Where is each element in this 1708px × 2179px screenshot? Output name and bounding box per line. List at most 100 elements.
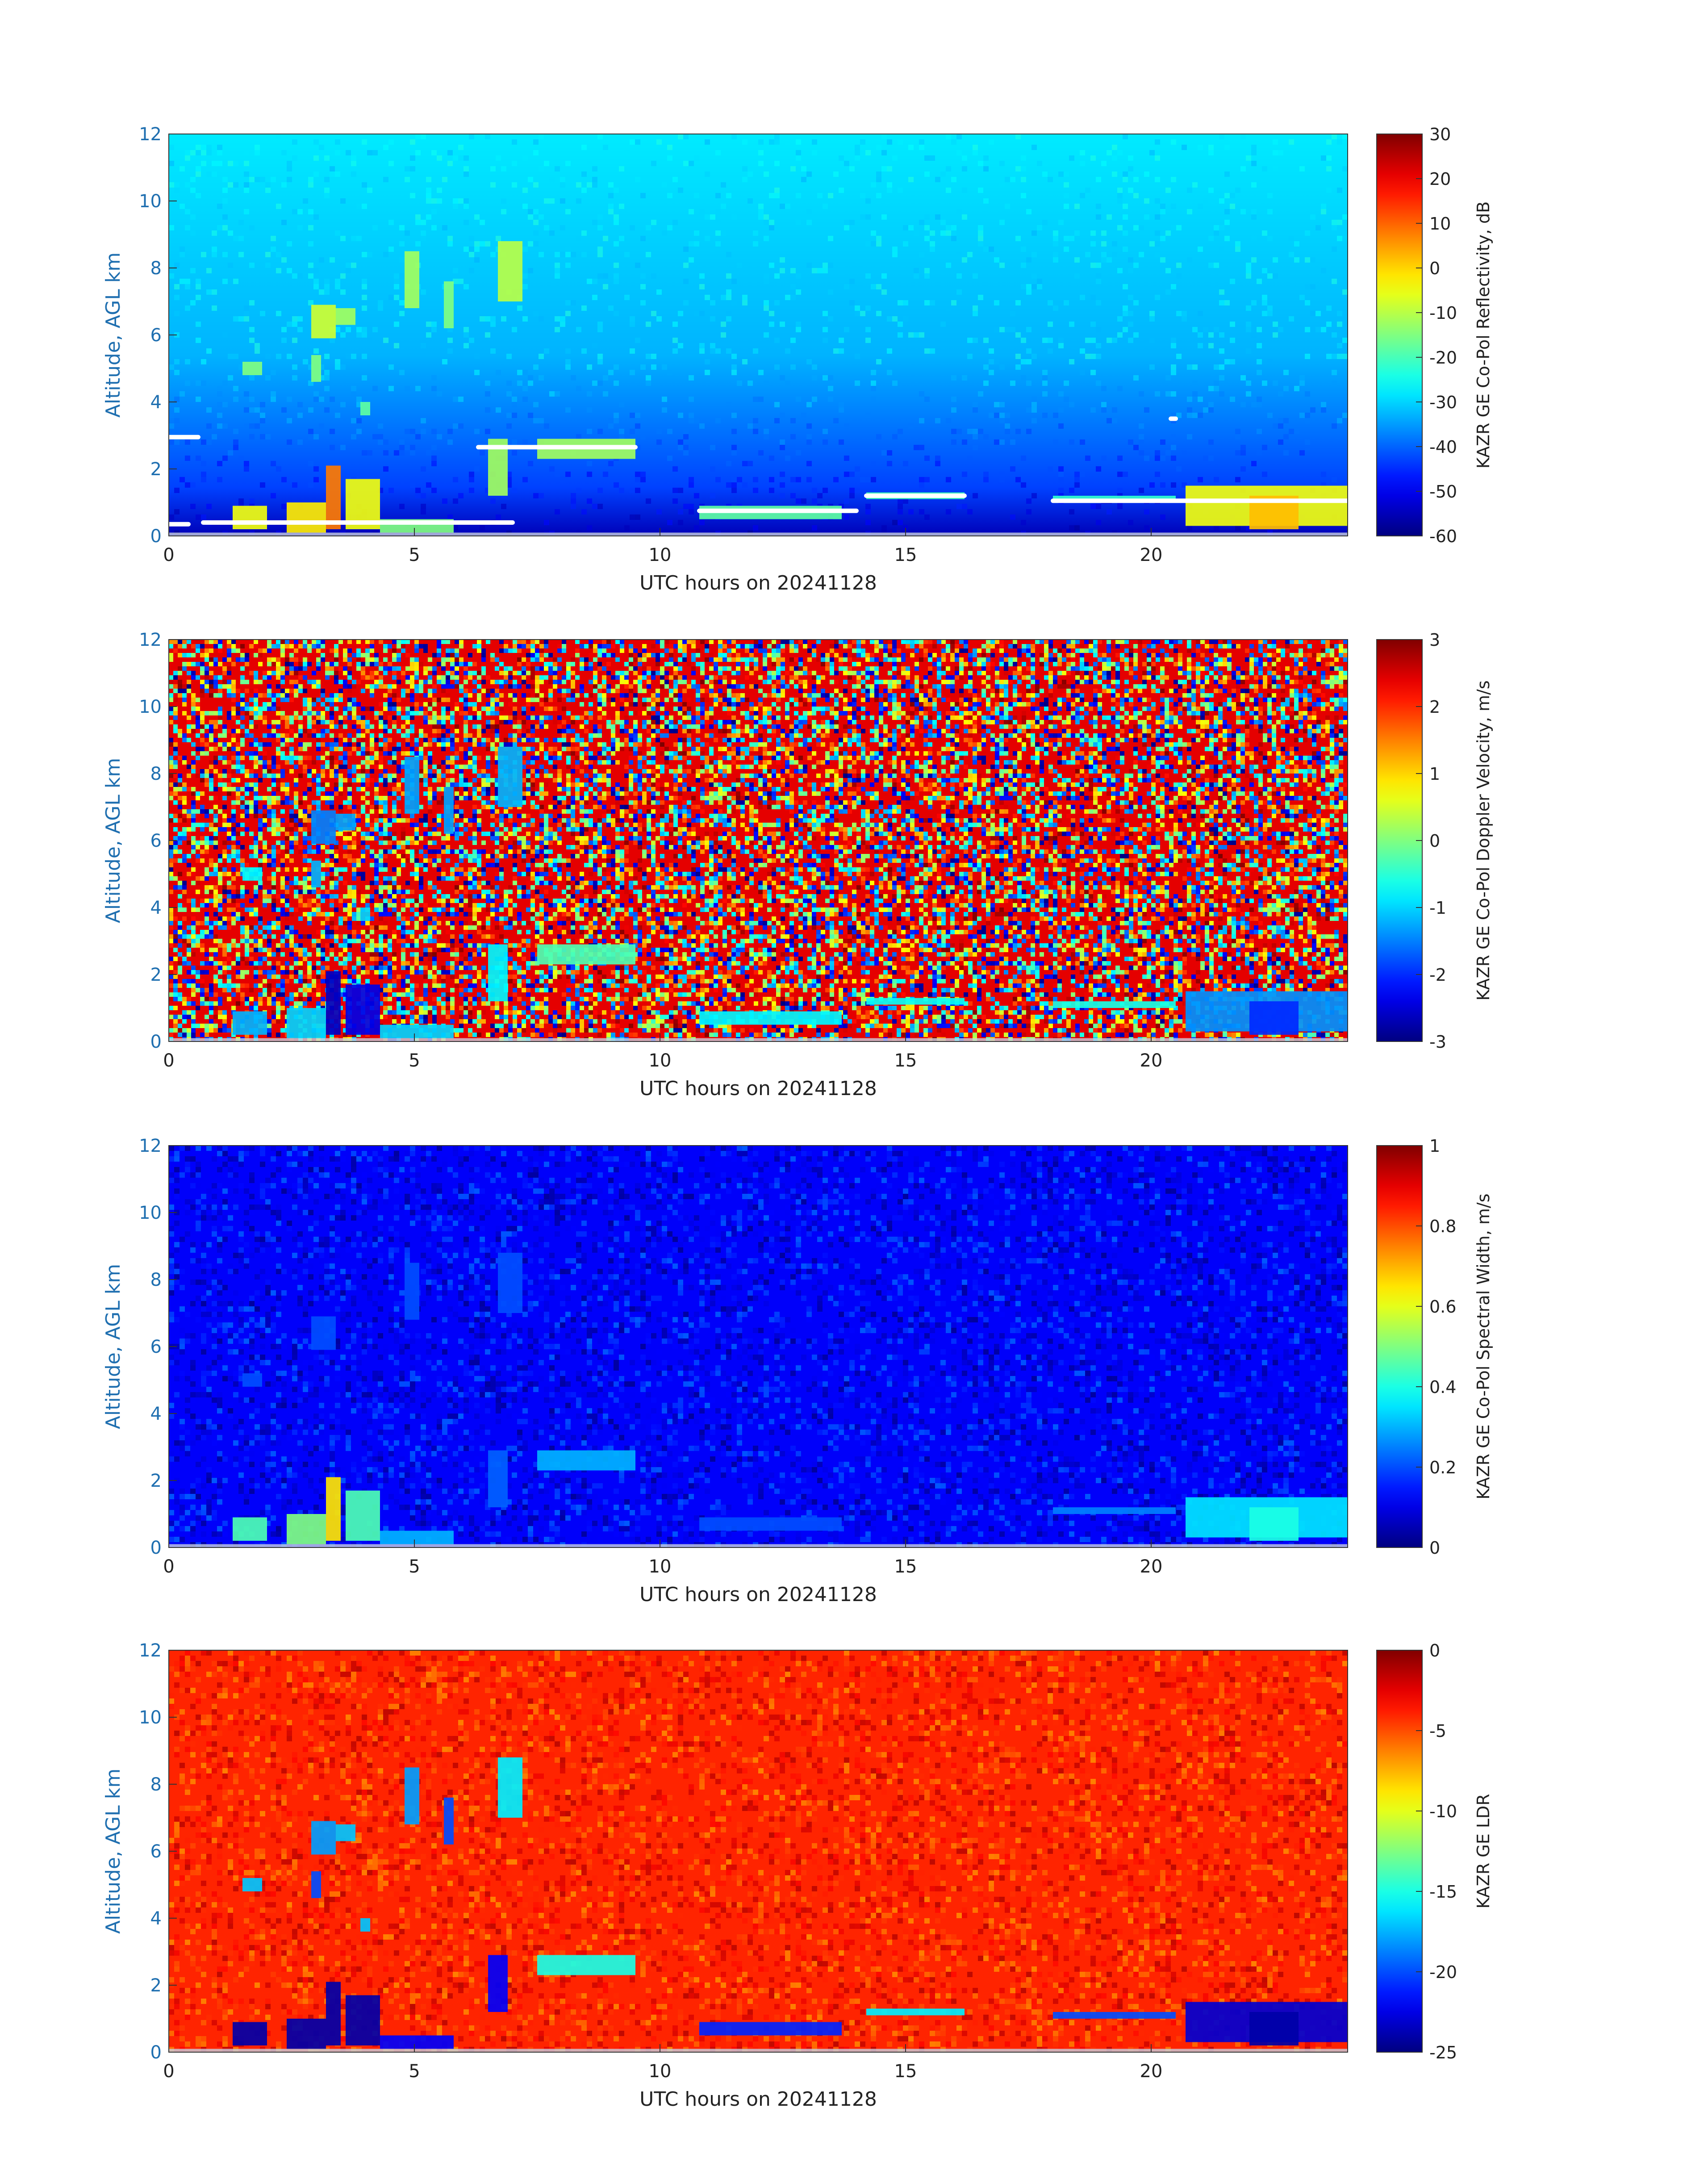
x-tick-label: 20 <box>1140 2061 1163 2082</box>
x-axis-label: UTC hours on 20241128 <box>639 1583 877 1606</box>
echo-feature <box>537 1451 635 1471</box>
echo-feature <box>233 1518 267 1541</box>
surface-line <box>169 2049 1348 2053</box>
colorbar-tick-label: -50 <box>1429 482 1457 502</box>
echo-feature <box>444 281 454 328</box>
x-tick-label: 20 <box>1140 1556 1163 1577</box>
echo-feature <box>326 1982 341 2046</box>
echo-feature <box>444 787 454 834</box>
echo-feature <box>311 1871 321 1898</box>
echo-feature <box>233 1012 267 1035</box>
colorbar-label: KAZR GE Co-Pol Spectral Width, m/s <box>1474 1193 1493 1499</box>
colorbar-gradient <box>1377 640 1422 1041</box>
echo-feature <box>498 747 522 807</box>
colorbar-tick-label: 10 <box>1429 214 1451 234</box>
echo-feature <box>866 998 965 1005</box>
x-tick-label: 5 <box>409 545 420 565</box>
x-tick-label: 20 <box>1140 545 1163 565</box>
colorbar-label: KAZR GE LDR <box>1474 1794 1493 1908</box>
echo-feature <box>287 2019 326 2049</box>
colorbar-tick-label: 0 <box>1429 1641 1440 1660</box>
echo-feature <box>699 1012 842 1025</box>
y-tick-label: 8 <box>150 764 162 784</box>
echo-feature <box>311 811 336 844</box>
echo-feature <box>242 362 262 375</box>
echo-feature <box>336 308 355 325</box>
echo-feature <box>1053 1507 1176 1514</box>
y-tick-label: 0 <box>150 1538 162 1558</box>
x-tick-label: 10 <box>649 545 672 565</box>
y-axis-label: Altitude, AGL km <box>102 1769 125 1934</box>
echo-feature <box>1249 1001 1299 1035</box>
y-tick-label: 12 <box>139 1136 162 1156</box>
colorbar-tick-label: 2 <box>1429 697 1440 717</box>
heatmap-area <box>169 1146 1348 1547</box>
y-tick-label: 2 <box>150 1471 162 1491</box>
surface-line <box>169 1038 1348 1042</box>
colorbar-tick-label: 0 <box>1429 1538 1440 1558</box>
y-tick-label: 10 <box>139 191 162 212</box>
surface-line <box>169 1544 1348 1548</box>
echo-feature <box>488 945 508 1002</box>
y-tick-label: 6 <box>150 325 162 346</box>
y-tick-label: 10 <box>139 1707 162 1728</box>
echo-feature <box>380 1531 454 1544</box>
y-tick-label: 6 <box>150 1337 162 1357</box>
colorbar-gradient <box>1377 1146 1422 1547</box>
y-tick-label: 4 <box>150 898 162 918</box>
echo-feature <box>311 355 321 382</box>
echo-feature <box>346 1995 380 2046</box>
echo-feature <box>405 1263 419 1320</box>
echo-feature <box>444 1798 454 1844</box>
x-tick-label: 5 <box>409 2061 420 2082</box>
y-tick-label: 4 <box>150 1908 162 1929</box>
echo-feature <box>311 1821 336 1855</box>
colorbar-tick-label: 0.2 <box>1429 1458 1456 1477</box>
colorbar-tick-label: -20 <box>1429 348 1457 368</box>
y-tick-label: 2 <box>150 965 162 985</box>
y-tick-label: 8 <box>150 1270 162 1290</box>
colorbar-tick-label: 1 <box>1429 1136 1440 1156</box>
colorbar-tick-label: -3 <box>1429 1032 1446 1052</box>
y-tick-label: 12 <box>139 630 162 650</box>
echo-feature <box>287 1514 326 1544</box>
y-tick-label: 8 <box>150 1774 162 1795</box>
echo-feature <box>1053 2012 1176 2019</box>
colorbar-tick-label: -2 <box>1429 965 1446 985</box>
echo-feature <box>233 506 267 530</box>
echo-feature <box>336 814 355 831</box>
surface-line <box>169 533 1348 536</box>
echo-feature <box>346 985 380 1035</box>
echo-feature <box>498 1253 522 1313</box>
colorbar-gradient <box>1377 1650 1422 2052</box>
y-tick-label: 12 <box>139 124 162 145</box>
colorbar-tick-label: 0 <box>1429 831 1440 851</box>
colorbar-tick-label: -5 <box>1429 1721 1446 1741</box>
echo-feature <box>380 2036 454 2049</box>
y-axis-label: Altitude, AGL km <box>102 252 125 418</box>
echo-feature <box>336 1824 355 1841</box>
echo-feature <box>346 1491 380 1541</box>
x-tick-label: 10 <box>649 1556 672 1577</box>
echo-feature <box>380 1025 454 1038</box>
y-tick-label: 0 <box>150 2042 162 2063</box>
echo-feature <box>488 1451 508 1508</box>
y-tick-label: 4 <box>150 1404 162 1424</box>
echo-feature <box>537 945 635 965</box>
y-tick-label: 10 <box>139 697 162 717</box>
echo-feature <box>287 502 326 533</box>
y-tick-label: 6 <box>150 831 162 851</box>
y-tick-label: 2 <box>150 1975 162 1996</box>
x-tick-label: 0 <box>163 2061 174 2082</box>
y-tick-label: 12 <box>139 1640 162 1661</box>
x-axis-label: UTC hours on 20241128 <box>639 2088 877 2111</box>
echo-feature <box>405 251 419 309</box>
echo-feature <box>1249 2012 1299 2045</box>
colorbar-label: KAZR GE Co-Pol Reflectivity, dB <box>1474 201 1493 468</box>
echo-feature <box>242 867 262 881</box>
x-tick-label: 20 <box>1140 1050 1163 1071</box>
y-axis-label: Altitude, AGL km <box>102 758 125 923</box>
